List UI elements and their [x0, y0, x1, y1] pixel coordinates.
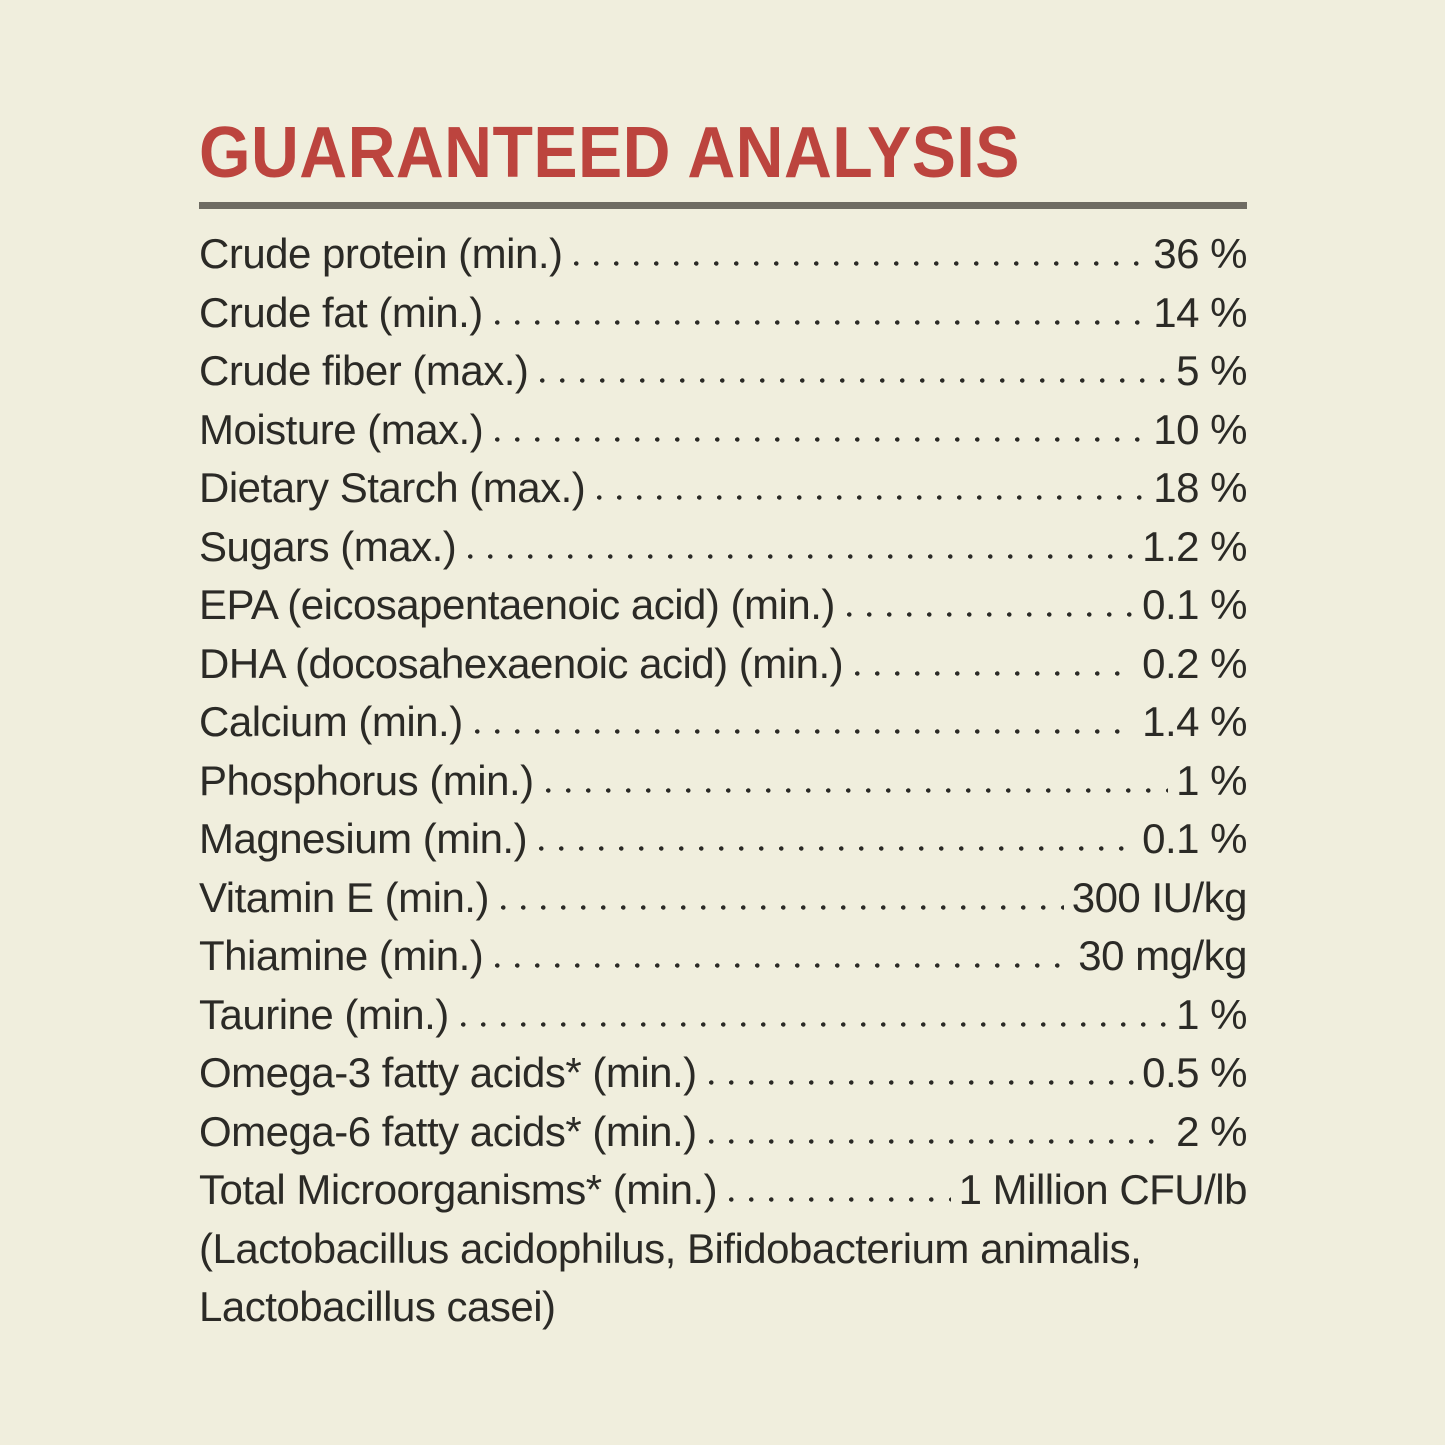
- analysis-row: Phosphorus (min.) 1 %: [199, 752, 1247, 811]
- nutrient-value: 36 %: [1153, 230, 1247, 277]
- dot-leader: [597, 493, 1146, 502]
- dot-leader: [539, 844, 1135, 853]
- analysis-row: EPA (eicosapentaenoic acid) (min.) 0.1 %: [199, 576, 1247, 635]
- dot-leader: [468, 551, 1135, 561]
- dot-leader: [460, 1019, 1169, 1029]
- footnote: (Lactobacillus acidophilus, Bifidobacter…: [199, 1220, 1247, 1337]
- nutrient-value: 5 %: [1176, 347, 1247, 394]
- nutrient-value: 1.4 %: [1142, 698, 1247, 745]
- nutrient-label: EPA (eicosapentaenoic acid) (min.): [199, 581, 835, 628]
- nutrient-value: 0.1 %: [1142, 581, 1247, 628]
- nutrient-label: Crude fiber (max.): [199, 347, 529, 394]
- analysis-row: Omega-6 fatty acids* (min.) 2 %: [199, 1103, 1247, 1162]
- analysis-table: Crude protein (min.) 36 % Crude fat (min…: [199, 225, 1248, 1220]
- nutrient-label: Total Microorganisms* (min.): [199, 1166, 718, 1213]
- nutrient-label: Crude fat (min.): [199, 288, 483, 336]
- nutrient-value: 300 IU/kg: [1071, 873, 1248, 921]
- dot-leader: [545, 785, 1169, 795]
- nutrient-label: Sugars (max.): [199, 522, 457, 570]
- nutrient-value: 1 %: [1176, 756, 1247, 804]
- dot-leader: [708, 1136, 1169, 1146]
- analysis-row: Total Microorganisms* (min.) 1 Million C…: [199, 1161, 1248, 1220]
- dot-leader: [495, 961, 1071, 970]
- nutrient-label: Magnesium (min.): [199, 815, 528, 862]
- nutrient-label: Crude protein (min.): [199, 230, 563, 277]
- nutrient-value: 0.1 %: [1142, 815, 1247, 862]
- dot-leader: [474, 727, 1135, 736]
- analysis-row: Calcium (min.) 1.4 %: [199, 693, 1247, 752]
- analysis-row: Thiamine (min.) 30 mg/kg: [199, 927, 1247, 986]
- nutrient-value: 0.5 %: [1142, 1049, 1247, 1096]
- nutrient-value: 18 %: [1153, 464, 1247, 511]
- nutrient-value: 1 Million CFU/lb: [958, 1166, 1248, 1213]
- nutrient-label: Vitamin E (min.): [199, 873, 489, 921]
- nutrient-label: Phosphorus (min.): [199, 756, 534, 804]
- guaranteed-analysis-label: GUARANTEED ANALYSIS Crude protein (min.)…: [199, 0, 1248, 1337]
- dot-leader: [855, 668, 1135, 678]
- nutrient-value: 1 %: [1176, 990, 1247, 1038]
- analysis-row: Omega-3 fatty acids* (min.) 0.5 %: [199, 1044, 1247, 1103]
- title-divider: [199, 202, 1247, 209]
- nutrient-value: 2 %: [1176, 1107, 1247, 1155]
- analysis-row: Moisture (max.) 10 %: [199, 401, 1247, 460]
- nutrient-label: Thiamine (min.): [199, 932, 484, 979]
- analysis-row: Taurine (min.) 1 %: [199, 986, 1247, 1045]
- dot-leader: [729, 1195, 951, 1204]
- nutrient-label: Omega-6 fatty acids* (min.): [199, 1107, 697, 1155]
- analysis-row: Crude fat (min.) 14 %: [199, 284, 1247, 343]
- nutrient-label: DHA (docosahexaenoic acid) (min.): [199, 639, 844, 687]
- nutrient-value: 1.2 %: [1142, 522, 1247, 570]
- nutrient-value: 30 mg/kg: [1078, 932, 1247, 979]
- nutrient-label: Calcium (min.): [199, 698, 463, 745]
- dot-leader: [500, 902, 1064, 912]
- dot-leader: [708, 1078, 1135, 1087]
- nutrient-label: Moisture (max.): [199, 405, 484, 453]
- nutrient-label: Dietary Starch (max.): [199, 464, 586, 511]
- page-title: GUARANTEED ANALYSIS: [199, 113, 1020, 193]
- dot-leader: [494, 317, 1146, 327]
- footnote-line: Lactobacillus casei): [199, 1283, 556, 1330]
- analysis-row: Magnesium (min.) 0.1 %: [199, 810, 1247, 869]
- nutrient-label: Taurine (min.): [199, 990, 449, 1038]
- analysis-row: Sugars (max.) 1.2 %: [199, 518, 1247, 577]
- dot-leader: [846, 610, 1135, 619]
- dot-leader: [574, 259, 1146, 268]
- analysis-row: Crude protein (min.) 36 %: [199, 225, 1247, 284]
- analysis-row: Vitamin E (min.) 300 IU/kg: [199, 869, 1248, 928]
- analysis-row: DHA (docosahexaenoic acid) (min.) 0.2 %: [199, 635, 1247, 694]
- nutrient-value: 14 %: [1153, 288, 1247, 336]
- nutrient-value: 10 %: [1153, 405, 1247, 453]
- dot-leader: [540, 376, 1169, 385]
- nutrient-label: Omega-3 fatty acids* (min.): [199, 1049, 697, 1096]
- dot-leader: [495, 434, 1146, 444]
- footnote-line: (Lactobacillus acidophilus, Bifidobacter…: [199, 1224, 1142, 1272]
- analysis-row: Dietary Starch (max.) 18 %: [199, 459, 1247, 518]
- nutrient-value: 0.2 %: [1142, 639, 1247, 687]
- analysis-row: Crude fiber (max.) 5 %: [199, 342, 1247, 401]
